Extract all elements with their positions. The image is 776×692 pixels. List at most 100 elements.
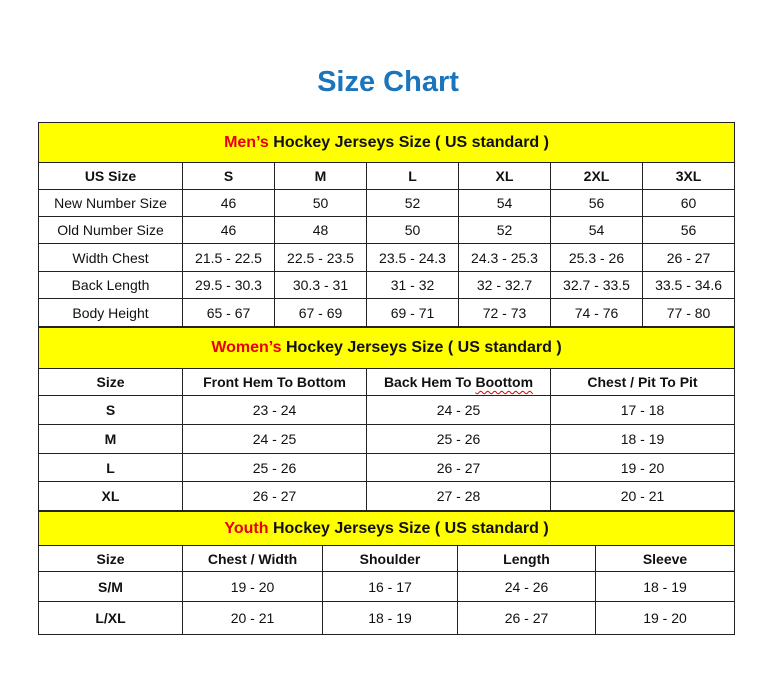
header-cell: US Size (38, 162, 183, 190)
value-cell: 60 (641, 189, 736, 217)
row-label-cell: New Number Size (38, 189, 183, 217)
women-banner: Women’s Hockey Jerseys Size ( US standar… (38, 327, 735, 369)
value-cell: 26 - 27 (457, 601, 596, 635)
value-cell: 21.5 - 22.5 (182, 243, 275, 272)
value-cell: 25.3 - 26 (550, 243, 643, 272)
value-cell: 56 (550, 189, 643, 217)
row-label-cell: Back Length (38, 271, 183, 299)
value-cell: 25 - 26 (366, 424, 551, 454)
value-cell: 23 - 24 (182, 395, 367, 425)
row-label-cell: L/XL (38, 601, 183, 635)
row-label-cell: Old Number Size (38, 216, 183, 244)
table-row: S 23 - 24 24 - 25 17 - 18 (38, 395, 735, 425)
misspelled-word: Boottom (475, 374, 534, 390)
value-cell: 19 - 20 (182, 571, 323, 602)
value-cell: 46 (182, 216, 275, 244)
value-cell: 33.5 - 34.6 (641, 271, 736, 299)
value-cell: 24 - 26 (457, 571, 596, 602)
table-row: Width Chest 21.5 - 22.5 22.5 - 23.5 23.5 - … (38, 243, 736, 272)
value-cell: 18 - 19 (594, 571, 736, 602)
value-cell: 69 - 71 (366, 298, 459, 327)
header-text: Back Hem To (383, 374, 472, 390)
value-cell: 16 - 17 (322, 571, 458, 602)
row-label-cell: Body Height (38, 298, 183, 327)
row-label-cell: XL (38, 481, 183, 511)
table-header-row: Size Front Hem To Bottom Back Hem To Boo… (38, 368, 735, 396)
women-label: Women’s (211, 339, 282, 356)
men-label: Men’s (224, 133, 269, 151)
value-cell: 74 - 76 (550, 298, 643, 327)
value-cell: 25 - 26 (182, 453, 367, 482)
value-cell: 52 (366, 189, 459, 217)
value-cell: 32.7 - 33.5 (550, 271, 643, 299)
value-cell: 52 (458, 216, 551, 244)
value-cell: 20 - 21 (182, 601, 323, 635)
value-cell: 30.3 - 31 (274, 271, 367, 299)
value-cell: 18 - 19 (550, 424, 735, 454)
men-banner: Men’s Hockey Jerseys Size ( US standard … (37, 122, 736, 163)
header-cell: Sleeve (594, 545, 736, 572)
value-cell: 72 - 73 (458, 298, 551, 327)
header-cell: M (274, 162, 367, 190)
value-cell: 29.5 - 30.3 (182, 271, 275, 299)
value-cell: 54 (458, 189, 551, 217)
youth-label: Youth (224, 519, 269, 537)
table-row: M 24 - 25 25 - 26 18 - 19 (38, 424, 735, 454)
row-label-cell: Width Chest (38, 243, 183, 272)
header-cell: Chest / Width (182, 545, 323, 572)
value-cell: 17 - 18 (550, 395, 735, 425)
row-label-cell: L (38, 453, 183, 482)
header-cell: 2XL (550, 162, 643, 190)
size-chart: Men’s Hockey Jerseys Size ( US standard … (37, 122, 736, 635)
value-cell: 65 - 67 (182, 298, 275, 327)
value-cell: 22.5 - 23.5 (274, 243, 367, 272)
value-cell: 19 - 20 (550, 453, 735, 482)
value-cell: 24 - 25 (366, 395, 551, 425)
value-cell: 32 - 32.7 (458, 271, 551, 299)
header-cell: Shoulder (322, 545, 458, 572)
header-cell: 3XL (641, 162, 736, 190)
value-cell: 24.3 - 25.3 (458, 243, 551, 272)
header-cell: Size (38, 545, 183, 572)
header-cell: XL (458, 162, 551, 190)
value-cell: 77 - 80 (641, 298, 736, 327)
value-cell: 56 (641, 216, 736, 244)
men-table: Men’s Hockey Jerseys Size ( US standard … (37, 122, 736, 327)
value-cell: 31 - 32 (366, 271, 459, 299)
table-header-row: US Size S M L XL 2XL 3XL (38, 162, 736, 190)
value-cell: 24 - 25 (182, 424, 367, 454)
row-label-cell: S/M (38, 571, 183, 602)
value-cell: 50 (366, 216, 459, 244)
value-cell: 26 - 27 (182, 481, 367, 511)
header-cell: Length (457, 545, 596, 572)
header-cell: Front Hem To Bottom (182, 368, 367, 396)
value-cell: 20 - 21 (550, 481, 735, 511)
table-row: Old Number Size 46 48 50 52 54 56 (38, 216, 736, 244)
women-table: Women’s Hockey Jerseys Size ( US standar… (38, 327, 735, 511)
table-row: Back Length 29.5 - 30.3 30.3 - 31 31 - 32 32… (38, 271, 736, 299)
value-cell: 18 - 19 (322, 601, 458, 635)
table-row: L/XL 20 - 21 18 - 19 26 - 27 19 - 20 (38, 601, 736, 635)
value-cell: 19 - 20 (594, 601, 736, 635)
header-cell: Size (38, 368, 183, 396)
value-cell: 50 (274, 189, 367, 217)
value-cell: 48 (274, 216, 367, 244)
row-label-cell: M (38, 424, 183, 454)
header-cell: Back Hem To Boottom (366, 368, 551, 396)
value-cell: 54 (550, 216, 643, 244)
table-header-row: Size Chest / Width Shoulder Length Sleev… (38, 545, 736, 572)
value-cell: 46 (182, 189, 275, 217)
value-cell: 26 - 27 (641, 243, 736, 272)
table-row: New Number Size 46 50 52 54 56 60 (38, 189, 736, 217)
page-title: Size Chart (317, 66, 459, 98)
youth-banner: Youth Hockey Jerseys Size ( US standard … (37, 511, 736, 546)
value-cell: 27 - 28 (366, 481, 551, 511)
value-cell: 23.5 - 24.3 (366, 243, 459, 272)
table-row: S/M 19 - 20 16 - 17 24 - 26 18 - 19 (38, 571, 736, 602)
table-row: Body Height 65 - 67 67 - 69 69 - 71 72 - 73 7… (38, 298, 736, 327)
value-cell: 26 - 27 (366, 453, 551, 482)
banner-text: Hockey Jerseys Size ( US standard ) (272, 519, 549, 537)
header-cell: L (366, 162, 459, 190)
header-cell: S (182, 162, 275, 190)
value-cell: 67 - 69 (274, 298, 367, 327)
